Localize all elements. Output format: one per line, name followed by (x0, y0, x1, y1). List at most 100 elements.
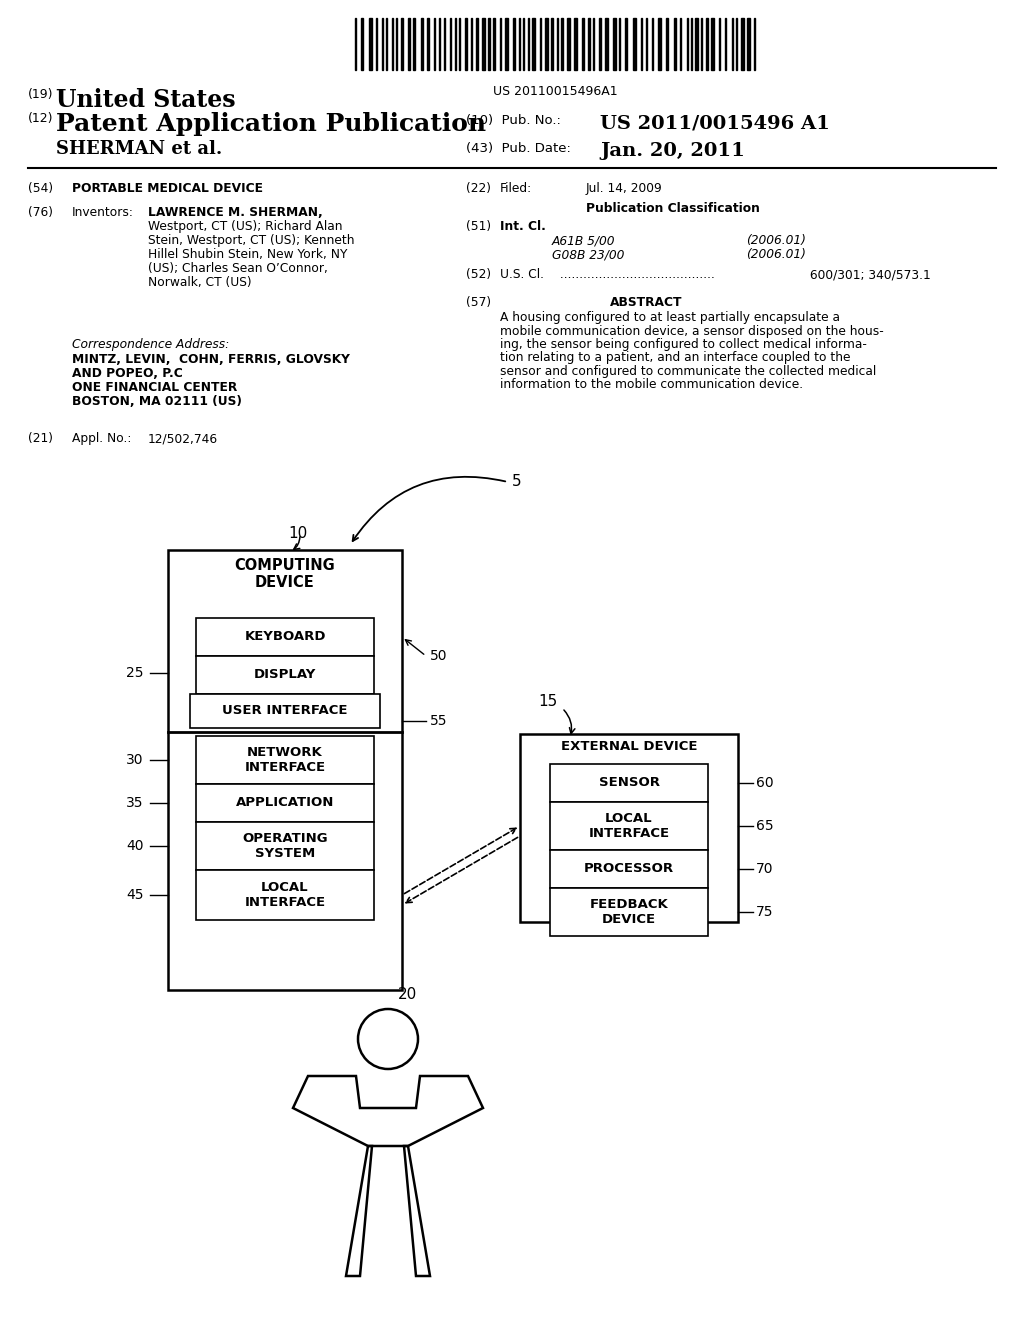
Text: COMPUTING
DEVICE: COMPUTING DEVICE (234, 558, 336, 590)
Bar (413, 18, 415, 70)
Text: 15: 15 (538, 694, 557, 709)
Bar (465, 18, 467, 70)
Bar (551, 18, 553, 70)
Bar (545, 18, 548, 70)
Text: Int. Cl.: Int. Cl. (500, 220, 546, 234)
Bar (625, 18, 627, 70)
Bar (505, 18, 508, 70)
Text: ABSTRACT: ABSTRACT (609, 296, 682, 309)
Text: sensor and configured to communicate the collected medical: sensor and configured to communicate the… (500, 366, 877, 378)
Text: NETWORK
INTERFACE: NETWORK INTERFACE (245, 746, 326, 774)
Text: US 2011/0015496 A1: US 2011/0015496 A1 (600, 114, 829, 132)
Bar (190, 694, 380, 729)
Text: (10)  Pub. No.:: (10) Pub. No.: (466, 114, 561, 127)
Text: (76): (76) (28, 206, 53, 219)
Text: United States: United States (56, 88, 236, 112)
Bar (574, 18, 577, 70)
Text: 600/301; 340/573.1: 600/301; 340/573.1 (806, 268, 931, 281)
Text: FEEDBACK
DEVICE: FEEDBACK DEVICE (590, 898, 669, 927)
Bar (550, 803, 708, 850)
Text: (43)  Pub. Date:: (43) Pub. Date: (466, 143, 570, 154)
Text: APPLICATION: APPLICATION (236, 796, 334, 809)
Text: Westport, CT (US); Richard Alan: Westport, CT (US); Richard Alan (148, 220, 342, 234)
Text: 65: 65 (756, 818, 773, 833)
Bar (427, 18, 429, 70)
Text: (21): (21) (28, 432, 53, 445)
Bar (408, 18, 410, 70)
Text: 12/502,746: 12/502,746 (148, 432, 218, 445)
Text: SENSOR: SENSOR (598, 776, 659, 789)
Text: 25: 25 (126, 667, 143, 680)
Bar (550, 764, 708, 803)
Text: DISPLAY: DISPLAY (254, 668, 316, 681)
Text: (54): (54) (28, 182, 53, 195)
Text: (57): (57) (466, 296, 492, 309)
Bar (658, 18, 662, 70)
Bar (401, 18, 403, 70)
Bar (674, 18, 676, 70)
Bar (369, 18, 372, 70)
Text: 75: 75 (756, 906, 773, 919)
Text: mobile communication device, a sensor disposed on the hous-: mobile communication device, a sensor di… (500, 325, 884, 338)
Bar (550, 888, 708, 936)
Bar (741, 18, 744, 70)
Bar (711, 18, 714, 70)
Text: U.S. Cl.: U.S. Cl. (500, 268, 544, 281)
Text: 10: 10 (288, 525, 307, 541)
Text: 30: 30 (126, 752, 143, 767)
Bar (582, 18, 584, 70)
Bar (695, 18, 698, 70)
Text: (2006.01): (2006.01) (746, 234, 806, 247)
Bar (666, 18, 668, 70)
Text: OPERATING
SYSTEM: OPERATING SYSTEM (243, 832, 328, 861)
Bar (476, 18, 478, 70)
Bar (561, 18, 563, 70)
Bar (520, 734, 738, 921)
Bar (482, 18, 485, 70)
Text: (52): (52) (466, 268, 492, 281)
Bar (550, 850, 708, 888)
Bar (196, 656, 374, 694)
Text: tion relating to a patient, and an interface coupled to the: tion relating to a patient, and an inter… (500, 351, 851, 364)
Text: information to the mobile communication device.: information to the mobile communication … (500, 379, 803, 392)
Bar (196, 870, 374, 920)
Bar (421, 18, 423, 70)
Bar (706, 18, 708, 70)
Text: EXTERNAL DEVICE: EXTERNAL DEVICE (561, 741, 697, 752)
Bar (196, 822, 374, 870)
Text: 35: 35 (126, 796, 143, 810)
Bar (196, 737, 374, 784)
Bar (513, 18, 515, 70)
Text: AND POPEO, P.C: AND POPEO, P.C (72, 367, 182, 380)
Text: Appl. No.:: Appl. No.: (72, 432, 131, 445)
Bar (746, 18, 750, 70)
Text: Stein, Westport, CT (US); Kenneth: Stein, Westport, CT (US); Kenneth (148, 234, 354, 247)
Text: ing, the sensor being configured to collect medical informa-: ing, the sensor being configured to coll… (500, 338, 867, 351)
Text: SHERMAN et al.: SHERMAN et al. (56, 140, 222, 158)
Text: LOCAL
INTERFACE: LOCAL INTERFACE (245, 880, 326, 909)
Text: Jan. 20, 2011: Jan. 20, 2011 (600, 143, 744, 160)
Bar (488, 18, 490, 70)
Bar (599, 18, 601, 70)
Text: Correspondence Address:: Correspondence Address: (72, 338, 229, 351)
Text: ONE FINANCIAL CENTER: ONE FINANCIAL CENTER (72, 381, 238, 393)
Bar (493, 18, 495, 70)
Text: 45: 45 (126, 888, 143, 902)
Text: Jul. 14, 2009: Jul. 14, 2009 (586, 182, 663, 195)
Text: (12): (12) (28, 112, 53, 125)
Text: LAWRENCE M. SHERMAN,: LAWRENCE M. SHERMAN, (148, 206, 323, 219)
Text: USER INTERFACE: USER INTERFACE (222, 705, 348, 718)
Text: (22): (22) (466, 182, 490, 195)
Text: PORTABLE MEDICAL DEVICE: PORTABLE MEDICAL DEVICE (72, 182, 263, 195)
Text: BOSTON, MA 02111 (US): BOSTON, MA 02111 (US) (72, 395, 242, 408)
Text: Patent Application Publication: Patent Application Publication (56, 112, 486, 136)
Text: (2006.01): (2006.01) (746, 248, 806, 261)
Text: Hillel Shubin Stein, New York, NY: Hillel Shubin Stein, New York, NY (148, 248, 347, 261)
Text: Norwalk, CT (US): Norwalk, CT (US) (148, 276, 252, 289)
Text: ........................................: ........................................ (556, 268, 715, 281)
Text: LOCAL
INTERFACE: LOCAL INTERFACE (589, 812, 670, 840)
Text: MINTZ, LEVIN,  COHN, FERRIS, GLOVSKY: MINTZ, LEVIN, COHN, FERRIS, GLOVSKY (72, 352, 350, 366)
Text: PROCESSOR: PROCESSOR (584, 862, 674, 875)
Bar (168, 550, 402, 990)
Bar (613, 18, 616, 70)
